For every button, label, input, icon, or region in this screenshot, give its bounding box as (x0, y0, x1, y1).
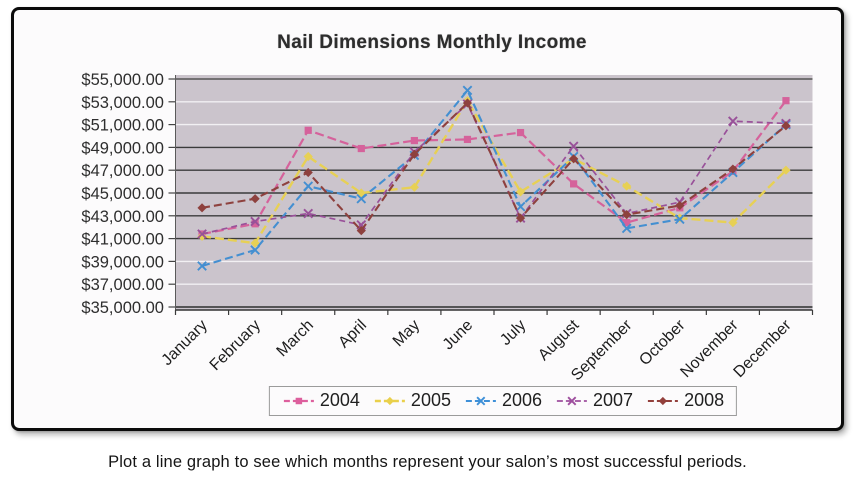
data-point-2008 (515, 213, 526, 223)
data-point-2006 (356, 193, 367, 204)
data-point-2006 (621, 223, 632, 234)
data-point-2008 (728, 164, 738, 174)
y-axis-label: $51,000.00 (81, 117, 164, 135)
x-axis-label: October (636, 316, 689, 369)
series-line-2005 (201, 98, 787, 245)
legend-item-2008: 2008 (646, 390, 724, 411)
y-axis-label: $53,000.00 (81, 94, 164, 112)
x-axis-label: April (335, 317, 370, 352)
data-point-2008 (675, 200, 685, 211)
series-line-2006 (201, 88, 787, 267)
legend-label: 2007 (593, 390, 634, 410)
data-point-2004 (304, 126, 312, 134)
data-point-2005 (303, 151, 313, 162)
data-point-2005 (728, 218, 738, 228)
data-point-2006 (674, 214, 685, 225)
legend-label: 2005 (410, 390, 451, 410)
data-point-2006 (515, 201, 526, 212)
series-line-2004 (201, 99, 787, 236)
data-point-2008 (197, 203, 207, 213)
data-point-2008 (569, 154, 579, 164)
x-axis-label: March (274, 317, 317, 360)
legend-item-2005: 2005 (373, 390, 451, 411)
y-axis-label: $49,000.00 (81, 139, 164, 157)
data-point-2004 (463, 135, 472, 144)
y-axis-label: $41,000.00 (81, 231, 164, 249)
data-point-2005 (409, 182, 419, 192)
legend-item-2004: 2004 (282, 390, 360, 411)
data-point-2007 (197, 229, 207, 239)
data-point-2005 (781, 165, 791, 175)
legend-marker-2005-icon (374, 396, 405, 405)
x-axis-label: May (390, 317, 423, 350)
data-point-2007 (568, 141, 579, 152)
data-point-2008 (356, 226, 366, 236)
data-point-2004 (782, 97, 790, 105)
legend-marker-2007-icon (557, 396, 588, 405)
series-line-2008 (201, 101, 787, 233)
data-point-2008 (250, 194, 260, 204)
data-point-2005 (515, 187, 526, 197)
y-axis-label: $39,000.00 (81, 253, 164, 271)
legend-label: 2006 (501, 390, 543, 410)
data-point-2005 (250, 238, 260, 248)
legend-item-2007: 2007 (555, 390, 633, 411)
data-point-2006 (250, 245, 260, 255)
legend-label: 2004 (319, 390, 360, 410)
legend-label: 2008 (684, 390, 725, 410)
y-axis-label: $47,000.00 (81, 162, 164, 180)
x-axis-label: August (535, 316, 583, 364)
y-axis-label: $55,000.00 (81, 71, 164, 89)
data-point-2006 (197, 261, 207, 271)
series-line-2007 (201, 102, 786, 235)
x-axis-label: February (207, 317, 264, 374)
x-axis-label: December (731, 316, 796, 381)
y-axis-label: $35,000.00 (81, 299, 164, 317)
data-point-2008 (622, 210, 632, 220)
data-point-2004 (516, 128, 525, 137)
data-point-2007 (250, 216, 260, 227)
chart-title: Nail Dimensions Monthly Income (277, 32, 587, 53)
caption-text: Plot a line graph to see which months re… (108, 453, 747, 471)
data-point-2004 (357, 144, 365, 153)
chart-legend: 2004 2005 2006 2007 2008 (268, 386, 738, 416)
data-point-2006 (303, 181, 314, 192)
legend-marker-2004-icon (283, 397, 314, 404)
legend-marker-2008-icon (648, 396, 679, 405)
x-axis-label: January (159, 317, 211, 369)
data-point-2007 (567, 396, 577, 405)
data-point-2008 (303, 167, 313, 178)
data-point-2008 (409, 149, 419, 159)
data-point-2008 (462, 98, 473, 108)
data-point-2004 (295, 397, 303, 404)
data-point-2006 (476, 396, 486, 405)
legend-item-2006: 2006 (464, 390, 542, 411)
data-point-2007 (728, 116, 738, 127)
data-point-2004 (251, 220, 259, 228)
legend-marker-2006-icon (465, 396, 496, 405)
data-point-2005 (622, 181, 632, 191)
data-point-2006 (462, 85, 473, 96)
data-point-2004 (410, 136, 418, 145)
x-axis-label: July (497, 317, 529, 349)
data-point-2004 (623, 219, 631, 227)
y-axis-label: $37,000.00 (81, 276, 164, 294)
data-point-2005 (385, 396, 395, 405)
y-axis-label: $45,000.00 (81, 185, 164, 203)
y-axis-label: $43,000.00 (81, 208, 164, 226)
data-point-2008 (658, 396, 668, 405)
data-point-2007 (303, 208, 314, 219)
data-point-2004 (570, 180, 578, 188)
data-point-2008 (781, 121, 791, 131)
x-axis-label: June (440, 317, 477, 354)
